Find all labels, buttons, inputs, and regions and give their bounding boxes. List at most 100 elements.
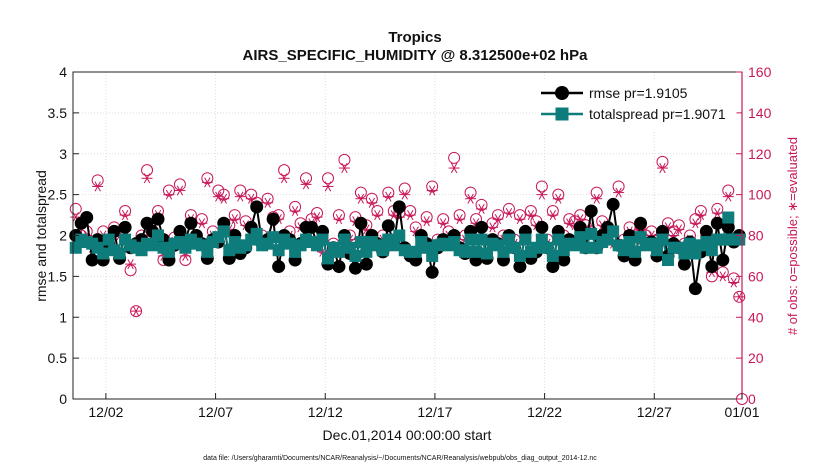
- totalspread-marker: [651, 244, 664, 257]
- rmse-marker: [250, 200, 264, 214]
- y-tick-label: 0.5: [48, 350, 68, 366]
- obs-evaluated-stroke: [204, 177, 211, 188]
- obs-evaluated-marker: [591, 193, 603, 204]
- obs-evaluated-stroke: [423, 216, 430, 227]
- totalspread-marker: [332, 245, 345, 258]
- obs-evaluated-marker: [311, 212, 323, 223]
- obs-evaluated-stroke: [72, 212, 79, 223]
- obs-evaluated-marker: [163, 189, 175, 200]
- right-axis: 0 20 40 60 80 100 120 140 160: [736, 64, 772, 407]
- obs-evaluated-stroke: [439, 218, 447, 229]
- totalspread-marker: [151, 229, 164, 242]
- totalspread-marker: [705, 244, 718, 257]
- totalspread-marker: [722, 211, 735, 224]
- obs-evaluated-marker: [695, 210, 707, 221]
- x-tick-label: 12/12: [308, 404, 343, 420]
- obs-evaluated-marker: [421, 216, 433, 227]
- obs-possible-marker: [173, 178, 186, 191]
- rmse-marker: [184, 216, 198, 230]
- obs-possible-marker: [491, 209, 504, 222]
- obs-evaluated-marker: [547, 210, 559, 221]
- obs-evaluated-marker: [196, 218, 208, 229]
- obs-evaluated-marker: [212, 191, 224, 202]
- totalspread-marker: [470, 245, 483, 258]
- obs-evaluated-marker: [262, 197, 274, 208]
- obs-evaluated-stroke: [401, 189, 408, 200]
- rmse-marker: [392, 200, 406, 214]
- rmse-marker: [348, 261, 362, 275]
- obs-evaluated-marker: [426, 185, 438, 196]
- obs-evaluated-marker: [119, 210, 131, 221]
- obs-evaluated-marker: [503, 208, 515, 219]
- obs-evaluated-stroke: [736, 291, 743, 302]
- obs-evaluated-stroke: [555, 193, 562, 204]
- totalspread-marker: [574, 231, 587, 244]
- y-tick-label: 2.5: [48, 187, 68, 203]
- legend-box: [535, 79, 737, 131]
- totalspread-marker: [113, 247, 126, 260]
- totalspread-marker: [579, 241, 592, 254]
- obs-possible-marker: [69, 202, 82, 215]
- obs-evaluated-marker: [300, 179, 312, 190]
- totalspread-marker: [387, 239, 400, 252]
- obs-evaluated-marker: [322, 181, 334, 192]
- obs-evaluated-marker: [476, 203, 488, 214]
- obs-evaluated-marker: [371, 210, 383, 221]
- obs-evaluated-stroke: [407, 210, 414, 221]
- obs-evaluated-marker: [201, 177, 213, 188]
- obs-possible-marker: [179, 254, 192, 267]
- obs-evaluated-stroke: [450, 163, 458, 174]
- obs-evaluated-stroke: [363, 224, 370, 235]
- obs-possible-marker: [119, 204, 132, 217]
- right-y-tick-label: 80: [748, 228, 764, 244]
- obs-evaluated-stroke: [291, 205, 299, 216]
- obs-evaluated-stroke: [341, 163, 348, 174]
- obs-evaluated-marker: [333, 214, 345, 225]
- right-y-tick-label: 120: [748, 146, 772, 162]
- obs-evaluated-stroke: [527, 210, 535, 221]
- obs-evaluated-marker: [278, 173, 290, 184]
- rmse-marker: [634, 216, 648, 230]
- obs-evaluated-stroke: [714, 208, 721, 219]
- obs-evaluated-stroke: [374, 210, 381, 221]
- right-y-tick-label: 0: [748, 391, 756, 407]
- obs-evaluated-marker: [448, 163, 460, 174]
- obs-evaluated-stroke: [478, 203, 485, 214]
- totalspread-marker: [349, 249, 362, 262]
- obs-possible-marker: [694, 204, 707, 217]
- obs-evaluated-marker: [525, 210, 537, 221]
- totalspread-marker: [267, 231, 280, 244]
- y-tick-label: 3: [59, 146, 67, 162]
- obs-possible-marker: [475, 198, 488, 211]
- obs-evaluated-stroke: [165, 189, 173, 200]
- totalspread-marker: [656, 233, 669, 246]
- rmse-marker: [677, 257, 691, 271]
- legend: rmse pr=1.9105 totalspread pr=1.9071: [535, 79, 737, 131]
- obs-evaluated-marker: [465, 193, 477, 204]
- rmse-marker: [332, 260, 346, 274]
- totalspread-marker: [481, 247, 494, 260]
- totalspread-marker: [689, 247, 702, 260]
- obs-evaluated-marker: [229, 214, 241, 225]
- rmse-marker: [535, 220, 549, 234]
- obs-evaluated-stroke: [505, 208, 513, 219]
- obs-possible-marker: [672, 219, 685, 232]
- obs-evaluated-stroke: [132, 306, 140, 317]
- obs-possible-marker: [722, 184, 735, 197]
- obs-possible-marker: [437, 213, 450, 226]
- rmse-marker: [513, 260, 527, 274]
- obs-evaluated-marker: [536, 189, 548, 200]
- totalspread-marker: [513, 249, 526, 262]
- right-y-tick-label: 20: [748, 350, 764, 366]
- totalspread-marker: [360, 245, 373, 258]
- obs-evaluated-stroke: [121, 210, 129, 221]
- series-layer: [69, 197, 746, 296]
- totalspread-marker: [464, 233, 477, 246]
- obs-possible-marker: [289, 200, 302, 213]
- totalspread-marker: [102, 233, 115, 246]
- totalspread-marker: [661, 254, 674, 267]
- obs-possible-marker: [448, 151, 461, 164]
- chart-subtitle: AIRS_SPECIFIC_HUMIDITY @ 8.312500e+02 hP…: [243, 47, 589, 64]
- obs-possible-marker: [245, 188, 258, 201]
- totalspread-marker: [683, 237, 696, 250]
